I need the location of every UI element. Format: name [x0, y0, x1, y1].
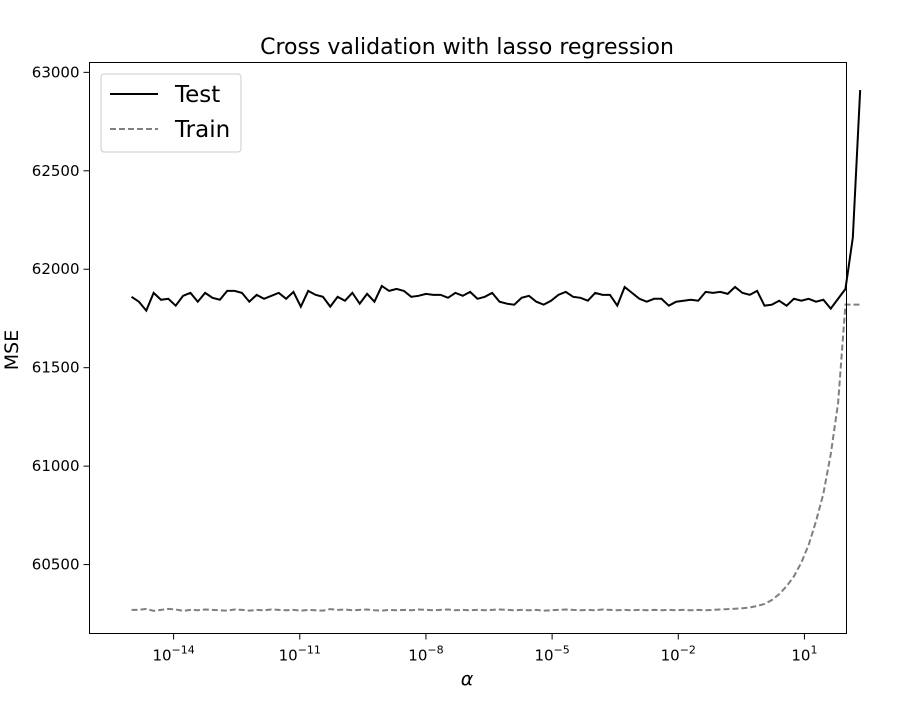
x-tick-label: 10−11 — [279, 644, 321, 665]
y-tick-label: 62000 — [32, 260, 80, 278]
x-tick-label: 10−5 — [534, 644, 569, 665]
series-line-test — [131, 90, 862, 313]
y-axis-ticks: 60500 61000 61500 62000 62500 63000 — [32, 63, 90, 574]
plot-frame — [89, 62, 847, 634]
y-tick-label: 63000 — [32, 63, 80, 81]
plot-area — [131, 90, 862, 612]
x-tick-label: 10−14 — [152, 644, 194, 665]
legend-label-train: Train — [174, 117, 230, 143]
x-axis-label: α — [461, 668, 474, 690]
x-tick-label: 10−8 — [408, 644, 443, 665]
x-axis-ticks: 10−14 10−11 10−8 10−5 10−2 101 — [152, 633, 817, 665]
y-tick-label: 62500 — [32, 162, 80, 180]
y-tick-label: 60500 — [32, 556, 80, 574]
y-tick-label: 61500 — [32, 359, 80, 377]
y-tick-label: 61000 — [32, 457, 80, 475]
series-line-train — [131, 303, 861, 612]
x-tick-label: 101 — [791, 644, 817, 665]
chart-title: Cross validation with lasso regression — [260, 35, 674, 60]
legend: Test Train — [100, 73, 242, 153]
legend-label-test: Test — [174, 82, 220, 108]
y-axis-label: MSE — [1, 330, 23, 370]
x-tick-label: 10−2 — [661, 644, 696, 665]
